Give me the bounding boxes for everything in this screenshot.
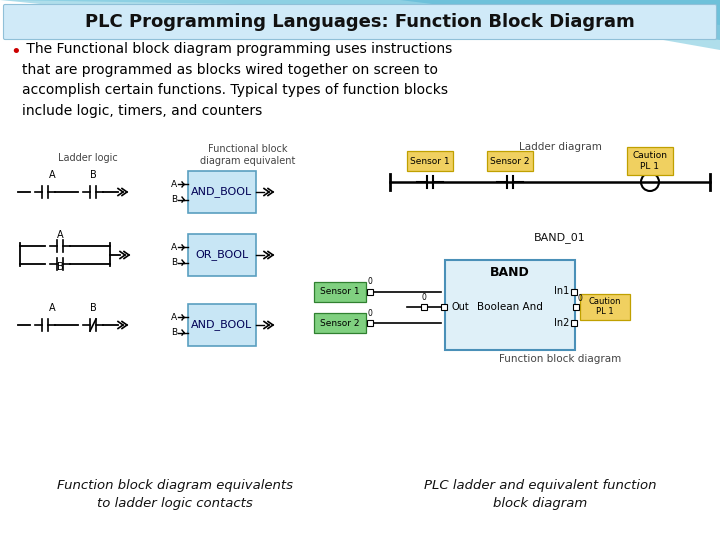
Text: B: B <box>171 258 177 267</box>
Text: Function block diagram equivalents
to ladder logic contacts: Function block diagram equivalents to la… <box>57 480 293 510</box>
FancyBboxPatch shape <box>421 304 427 310</box>
Text: Boolean And: Boolean And <box>477 302 543 312</box>
Text: B: B <box>89 170 96 180</box>
FancyBboxPatch shape <box>407 151 453 171</box>
Text: Caution
PL 1: Caution PL 1 <box>589 297 621 316</box>
FancyBboxPatch shape <box>573 304 579 310</box>
Text: In1: In1 <box>554 287 569 296</box>
Text: AND_BOOL: AND_BOOL <box>192 320 253 330</box>
FancyBboxPatch shape <box>441 304 447 310</box>
Text: Function block diagram: Function block diagram <box>499 354 621 364</box>
FancyBboxPatch shape <box>314 313 366 333</box>
Text: Functional block
diagram equivalent: Functional block diagram equivalent <box>200 144 296 166</box>
FancyBboxPatch shape <box>571 288 577 294</box>
Text: AND_BOOL: AND_BOOL <box>192 186 253 198</box>
Text: Sensor 1: Sensor 1 <box>320 287 360 296</box>
Text: Sensor 2: Sensor 2 <box>320 319 360 327</box>
Text: B: B <box>171 195 177 204</box>
Text: The Functional block diagram programming uses instructions
that are programmed a: The Functional block diagram programming… <box>22 42 452 118</box>
Text: Out: Out <box>451 302 469 312</box>
Text: B: B <box>89 303 96 313</box>
Text: B: B <box>171 328 177 337</box>
Text: •: • <box>10 43 21 61</box>
FancyBboxPatch shape <box>188 304 256 346</box>
Text: In2: In2 <box>554 318 569 328</box>
Text: A: A <box>171 180 177 189</box>
FancyBboxPatch shape <box>314 281 366 301</box>
Text: Ladder logic: Ladder logic <box>58 153 118 163</box>
Text: Sensor 2: Sensor 2 <box>490 157 530 165</box>
FancyBboxPatch shape <box>4 4 716 39</box>
Text: A: A <box>49 170 55 180</box>
Text: A: A <box>57 230 63 240</box>
FancyBboxPatch shape <box>580 294 630 320</box>
Text: 0: 0 <box>368 309 372 318</box>
Text: A: A <box>171 313 177 322</box>
Polygon shape <box>0 0 720 50</box>
Polygon shape <box>0 0 720 25</box>
Text: OR_BOOL: OR_BOOL <box>195 249 248 260</box>
FancyBboxPatch shape <box>627 147 673 175</box>
Text: Ladder diagram: Ladder diagram <box>518 142 601 152</box>
Text: BAND: BAND <box>490 267 530 280</box>
Text: B: B <box>57 262 63 272</box>
Text: Sensor 1: Sensor 1 <box>410 157 450 165</box>
Text: A: A <box>49 303 55 313</box>
Text: 0: 0 <box>578 294 583 303</box>
Text: Caution
PL 1: Caution PL 1 <box>632 151 667 171</box>
FancyBboxPatch shape <box>188 234 256 276</box>
FancyBboxPatch shape <box>367 288 373 294</box>
Text: PLC ladder and equivalent function
block diagram: PLC ladder and equivalent function block… <box>424 480 656 510</box>
FancyBboxPatch shape <box>487 151 533 171</box>
Text: 0: 0 <box>422 293 426 302</box>
Text: 0: 0 <box>368 278 372 287</box>
Text: BAND_01: BAND_01 <box>534 232 586 243</box>
FancyBboxPatch shape <box>367 320 373 326</box>
Text: PLC Programming Languages: Function Block Diagram: PLC Programming Languages: Function Bloc… <box>85 13 635 31</box>
Polygon shape <box>400 0 720 40</box>
Text: A: A <box>171 243 177 252</box>
FancyBboxPatch shape <box>445 260 575 350</box>
FancyBboxPatch shape <box>571 320 577 326</box>
FancyBboxPatch shape <box>188 171 256 213</box>
